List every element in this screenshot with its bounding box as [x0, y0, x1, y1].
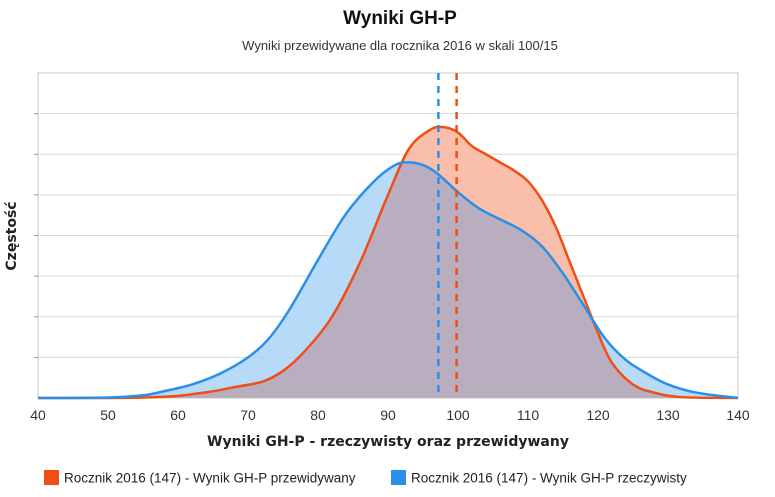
- series-areas: [37, 125, 739, 400]
- legend-label: Rocznik 2016 (147) - Wynik GH-P rzeczywi…: [411, 471, 687, 486]
- x-axis-title: Wyniki GH-P - rzeczywisty oraz przewidyw…: [207, 434, 569, 450]
- x-tick-label: 120: [586, 407, 610, 423]
- x-tick-label: 130: [656, 407, 680, 423]
- x-tick-label: 90: [380, 407, 396, 423]
- legend-swatch: [44, 470, 59, 485]
- legend-swatch: [391, 470, 406, 485]
- legend-item-2[interactable]: Rocznik 2016 (147) - Wynik GH-P rzeczywi…: [391, 470, 687, 486]
- legend[interactable]: Rocznik 2016 (147) - Wynik GH-P przewidy…: [44, 470, 687, 486]
- legend-item-1[interactable]: Rocznik 2016 (147) - Wynik GH-P przewidy…: [44, 470, 356, 486]
- x-tick-label: 80: [310, 407, 326, 423]
- series-line-2: [37, 161, 739, 400]
- x-tick-label: 50: [100, 407, 116, 423]
- x-tick-label: 40: [30, 407, 46, 423]
- x-tick-label: 100: [446, 407, 470, 423]
- chart-title: Wyniki GH-P: [343, 8, 457, 29]
- series-line-1: [38, 125, 739, 400]
- series-overlap: [38, 162, 738, 398]
- x-tick-label: 70: [240, 407, 256, 423]
- x-tick-label: 110: [517, 407, 540, 423]
- x-axis-ticks: 40 50 60 70 80 90 100 110 120 130 140: [30, 407, 750, 423]
- chart-subtitle: Wyniki przewidywane dla rocznika 2016 w …: [242, 38, 558, 53]
- legend-label: Rocznik 2016 (147) - Wynik GH-P przewidy…: [64, 471, 356, 486]
- x-tick-label: 140: [726, 407, 750, 423]
- y-axis-title: Częstość: [4, 201, 20, 270]
- x-tick-label: 60: [170, 407, 186, 423]
- mean-lines: [437, 73, 458, 398]
